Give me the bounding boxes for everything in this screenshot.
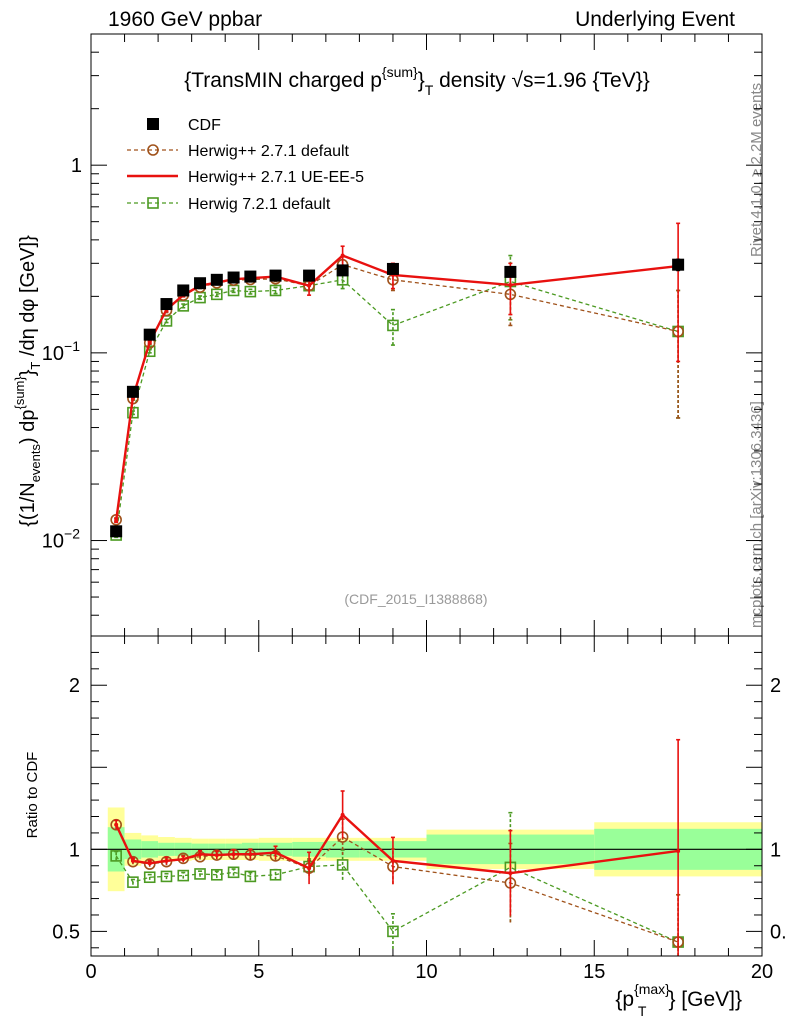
ratio-tick-label-right: 2 <box>770 675 781 697</box>
ratio-point-ueee5 <box>198 852 203 857</box>
legend-marker-herwig721 <box>147 197 159 209</box>
ratio-panel-frame <box>90 635 763 957</box>
y-tick-label: 1 <box>71 155 82 177</box>
ratio-tick-label: 0.5 <box>52 921 80 943</box>
chart-title: {TransMIN charged p{sum}}T density √s=1.… <box>184 64 650 98</box>
ratio-point-ueee5 <box>214 853 219 858</box>
x-tick-label: 5 <box>253 961 264 983</box>
ratio-point-herwig721 <box>387 925 399 938</box>
tick-labels: 0 5 10 15 20 1 10−1 10−2 2 2 1 1 0.5 0.5 <box>42 155 786 983</box>
point-cdf <box>210 273 223 286</box>
ratio-point-ueee5 <box>130 858 135 863</box>
point-cdf <box>336 264 349 277</box>
point-cdf <box>160 298 173 311</box>
point-cdf <box>386 262 399 275</box>
ratio-point-ueee5 <box>390 858 395 863</box>
ratio-point-ueee5 <box>114 822 119 827</box>
point-cdf <box>504 265 517 278</box>
ratio-point-ueee5 <box>164 858 169 863</box>
point-cdf <box>672 258 685 271</box>
ratio-point-herwig721 <box>336 859 349 871</box>
x-tick-label: 20 <box>751 961 773 983</box>
ratio-point-ueee5 <box>181 857 186 862</box>
point-herwig721 <box>269 284 282 297</box>
point-cdf <box>303 269 316 282</box>
point-ueee5 <box>114 518 119 523</box>
ratio-point-ueee5 <box>508 871 513 876</box>
ratio-point-ueee5 <box>147 861 152 866</box>
legend-marker-default271 <box>147 144 159 156</box>
x-tick-label: 15 <box>583 961 605 983</box>
ratio-point-default271 <box>143 858 156 870</box>
x-tick-label: 0 <box>85 961 96 983</box>
ratio-point-herwig721 <box>211 868 223 881</box>
legend: CDF Herwig++ 2.7.1 default Herwig++ 2.7.1 … <box>127 117 364 213</box>
ratio-tick-label: 1 <box>69 839 80 861</box>
point-ueee5 <box>508 282 513 287</box>
ratio-y-axis-label: Ratio to CDF <box>24 752 41 839</box>
legend-label-herwig721: Herwig 7.2.1 default <box>188 196 331 213</box>
legend-label-default271: Herwig++ 2.7.1 default <box>188 143 350 160</box>
ratio-tick-label-right: 0.5 <box>770 921 786 943</box>
ratio-point-ueee5 <box>231 852 236 857</box>
ratio-point-herwig721 <box>194 868 206 880</box>
ratio-tick-label-right: 1 <box>770 839 781 861</box>
ratio-point-herwig721 <box>160 870 173 883</box>
point-cdf <box>177 284 190 297</box>
ratio-point-ueee5 <box>248 852 253 857</box>
x-axis-label: {p{max} T} [GeV]} <box>615 981 742 1019</box>
x-tick-label: 10 <box>415 961 437 983</box>
y-tick-label: 10−1 <box>42 338 80 365</box>
ratio-point-ueee5 <box>307 866 312 871</box>
ratio-point-herwig721 <box>269 868 282 881</box>
point-cdf <box>194 277 207 290</box>
ratio-point-ueee5 <box>340 812 345 817</box>
y-axis-label: {(1/Nevents) dp{sum}}T /dη dφ [GeV]} <box>12 235 43 527</box>
series-line-herwig721 <box>115 279 679 536</box>
point-cdf <box>227 271 240 284</box>
point-herwig721 <box>127 406 139 419</box>
point-herwig721 <box>387 319 399 332</box>
point-ueee5 <box>340 253 345 258</box>
main-panel-series <box>110 222 685 541</box>
ratio-point-ueee5 <box>676 848 681 853</box>
point-ueee5 <box>307 283 312 288</box>
ratio-point-herwig721 <box>227 866 240 879</box>
y-tick-label: 10−2 <box>42 526 80 553</box>
ratio-point-herwig721 <box>143 871 156 884</box>
point-cdf <box>143 328 156 341</box>
point-herwig721 <box>244 285 257 298</box>
point-cdf <box>110 525 123 538</box>
header-left: 1960 GeV ppbar <box>108 8 263 31</box>
point-ueee5 <box>147 340 152 345</box>
point-cdf <box>126 385 139 398</box>
ratio-point-herwig721 <box>177 869 190 882</box>
ratio-point-ueee5 <box>273 850 278 855</box>
legend-label-ueee5: Herwig++ 2.7.1 UE-EE-5 <box>188 169 364 186</box>
ratio-point-herwig721 <box>110 850 122 862</box>
point-cdf <box>244 270 257 283</box>
ratio-point-herwig721 <box>127 876 139 888</box>
legend-label-cdf: CDF <box>188 117 221 134</box>
ratio-point-herwig721 <box>244 870 257 883</box>
header-right: Underlying Event <box>575 8 735 31</box>
point-herwig721 <box>211 288 223 301</box>
point-cdf <box>269 269 282 282</box>
ratio-panel-series <box>110 738 684 956</box>
analysis-watermark: (CDF_2015_I1388868) <box>344 591 487 607</box>
ratio-tick-label: 2 <box>69 675 80 697</box>
legend-marker-cdf <box>147 118 159 130</box>
